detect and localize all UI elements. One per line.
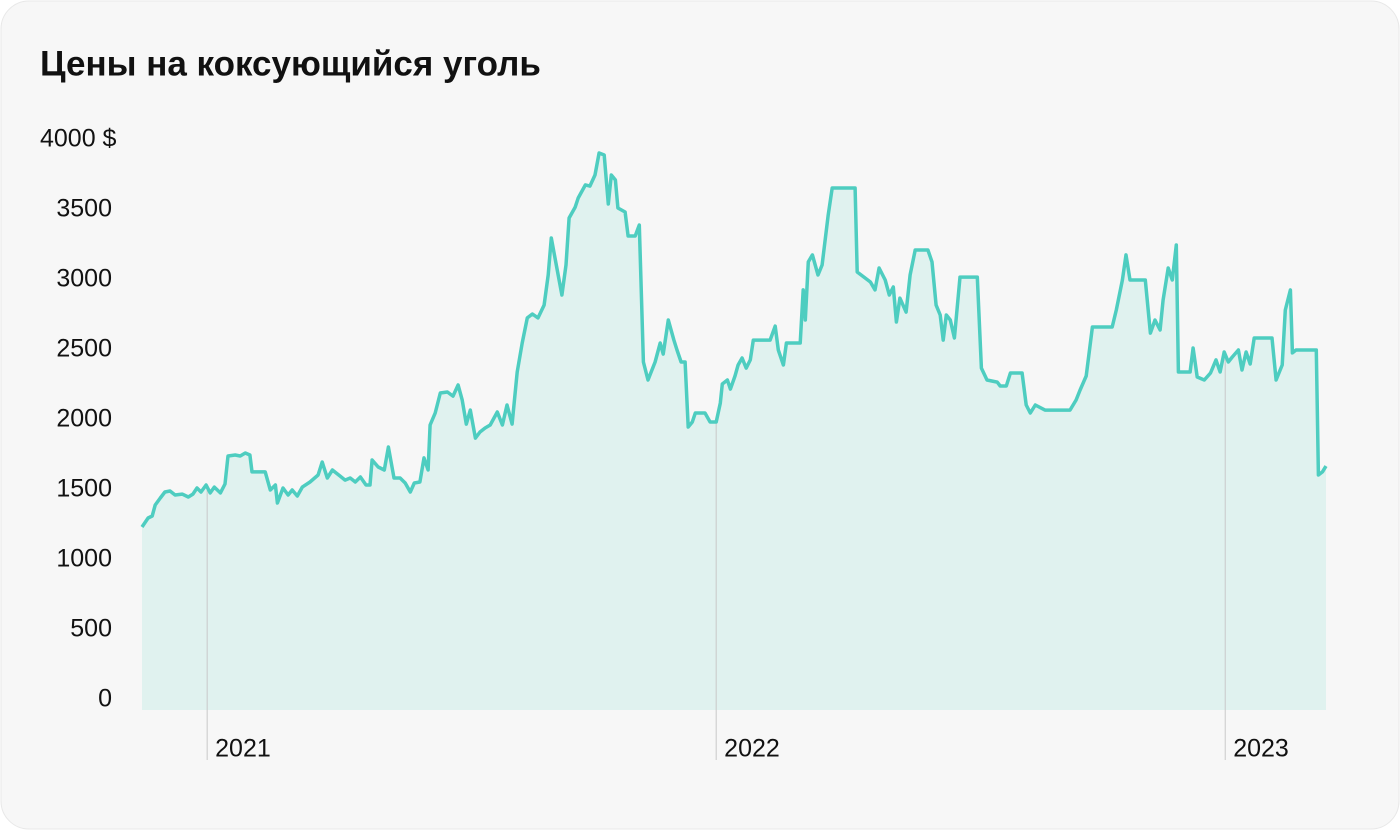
y-tick-label: 500 [70, 615, 112, 643]
y-tick-label: 3000 [56, 265, 112, 293]
y-tick-label: 0 [98, 685, 112, 713]
y-tick-label: 2000 [56, 405, 112, 433]
y-tick-label: 2500 [56, 335, 112, 363]
x-tick-label: 2022 [724, 735, 780, 763]
area [142, 153, 1326, 710]
y-tick-label: 1500 [56, 475, 112, 503]
line [140, 151, 1328, 528]
x-tick-label: 2023 [1233, 735, 1289, 763]
x-tick-label: 2021 [215, 735, 271, 763]
y-tick-label: 3500 [56, 195, 112, 223]
chart-title: Цены на коксующийся уголь [40, 44, 541, 83]
y-tick-label: 1000 [56, 545, 112, 573]
y-tick-label: 4000 $ [40, 125, 117, 153]
